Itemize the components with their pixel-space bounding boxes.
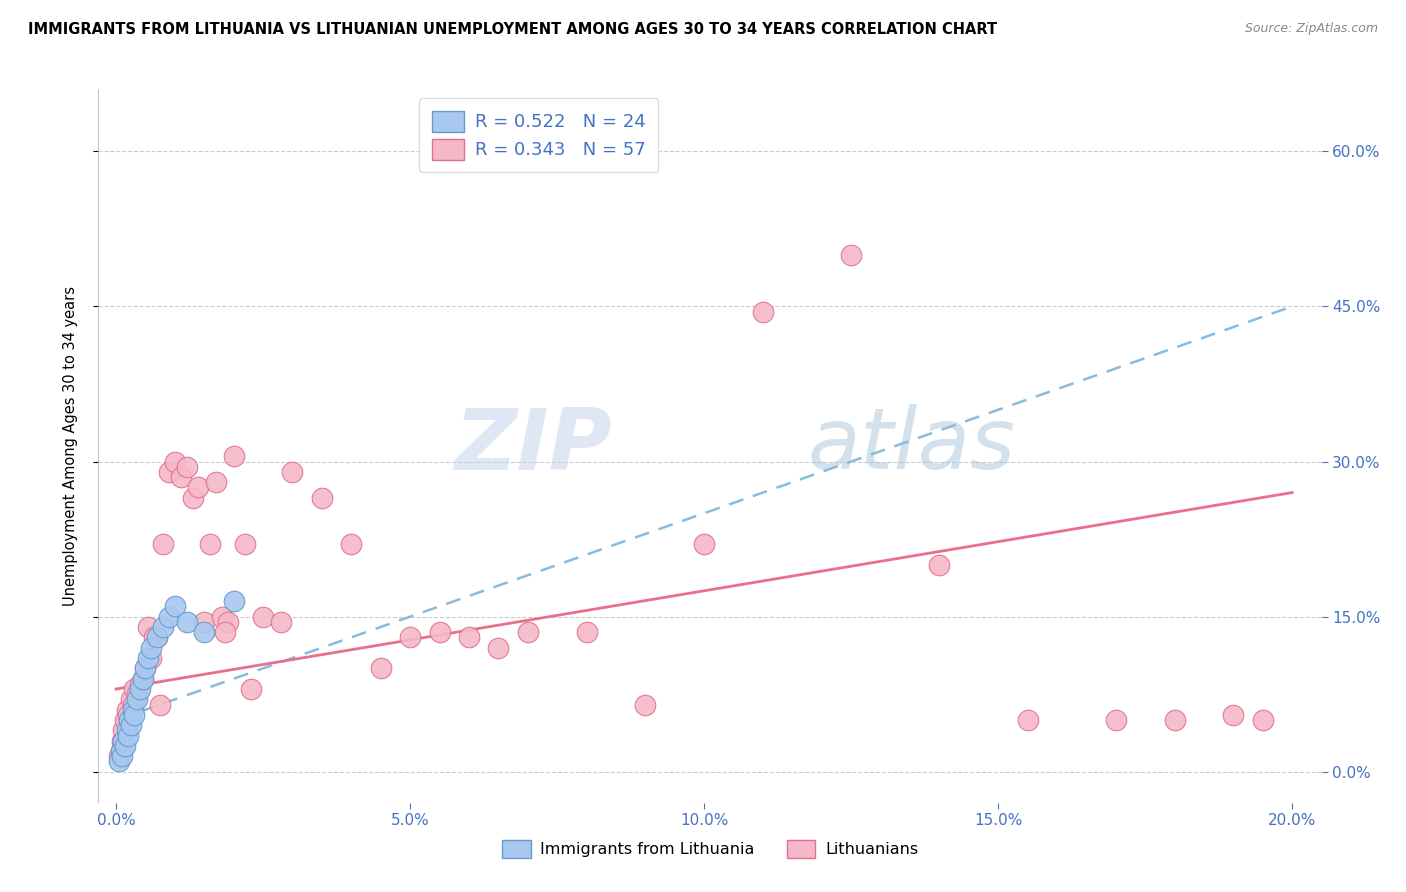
Point xyxy=(1251,713,1274,727)
Point xyxy=(311,491,333,505)
Point xyxy=(516,625,538,640)
Point xyxy=(181,491,204,505)
Point xyxy=(157,609,180,624)
Point xyxy=(1222,707,1244,722)
Point xyxy=(170,470,193,484)
Point xyxy=(399,630,422,644)
Point xyxy=(125,692,148,706)
Point xyxy=(120,718,142,732)
Point xyxy=(281,465,304,479)
Point xyxy=(112,723,135,738)
Point xyxy=(176,459,198,474)
Point xyxy=(115,703,138,717)
Point xyxy=(222,594,245,608)
Point xyxy=(128,681,150,696)
Point xyxy=(143,630,166,644)
Point xyxy=(111,733,134,747)
Point xyxy=(128,677,150,691)
Point xyxy=(193,615,215,629)
Point xyxy=(114,739,136,753)
Point xyxy=(112,733,135,747)
Point xyxy=(634,698,657,712)
Point xyxy=(193,625,215,640)
Point xyxy=(152,620,174,634)
Point xyxy=(141,640,163,655)
Point xyxy=(117,729,139,743)
Point xyxy=(693,537,716,551)
Point xyxy=(146,630,169,644)
Point xyxy=(340,537,363,551)
Point xyxy=(111,749,134,764)
Point xyxy=(134,661,156,675)
Text: ZIP: ZIP xyxy=(454,404,612,488)
Point xyxy=(110,744,132,758)
Point xyxy=(115,723,138,738)
Point xyxy=(214,625,236,640)
Point xyxy=(131,672,153,686)
Point xyxy=(575,625,598,640)
Point xyxy=(211,609,233,624)
Point xyxy=(429,625,451,640)
Point xyxy=(121,703,143,717)
Point xyxy=(205,475,228,490)
Point xyxy=(187,480,209,494)
Point xyxy=(270,615,292,629)
Point xyxy=(108,749,131,764)
Y-axis label: Unemployment Among Ages 30 to 34 years: Unemployment Among Ages 30 to 34 years xyxy=(63,286,77,606)
Point xyxy=(163,454,186,468)
Point xyxy=(152,537,174,551)
Point xyxy=(141,651,163,665)
Point xyxy=(157,465,180,479)
Point xyxy=(131,672,153,686)
Point xyxy=(176,615,198,629)
Point xyxy=(118,713,141,727)
Text: atlas: atlas xyxy=(808,404,1017,488)
Legend: Immigrants from Lithuania, Lithuanians: Immigrants from Lithuania, Lithuanians xyxy=(494,831,927,866)
Text: IMMIGRANTS FROM LITHUANIA VS LITHUANIAN UNEMPLOYMENT AMONG AGES 30 TO 34 YEARS C: IMMIGRANTS FROM LITHUANIA VS LITHUANIAN … xyxy=(28,22,997,37)
Point xyxy=(752,304,775,318)
Point xyxy=(217,615,239,629)
Point xyxy=(114,713,136,727)
Text: Source: ZipAtlas.com: Source: ZipAtlas.com xyxy=(1244,22,1378,36)
Point xyxy=(928,558,950,572)
Point xyxy=(370,661,392,675)
Point xyxy=(252,609,274,624)
Point xyxy=(121,698,143,712)
Point xyxy=(486,640,509,655)
Point xyxy=(138,620,160,634)
Point xyxy=(458,630,481,644)
Point xyxy=(122,681,145,696)
Point xyxy=(117,707,139,722)
Point xyxy=(839,248,862,262)
Point xyxy=(125,687,148,701)
Point xyxy=(138,651,160,665)
Point xyxy=(1105,713,1128,727)
Point xyxy=(134,661,156,675)
Point xyxy=(198,537,221,551)
Point xyxy=(120,692,142,706)
Point xyxy=(1163,713,1185,727)
Point xyxy=(235,537,257,551)
Point xyxy=(240,681,263,696)
Point xyxy=(1017,713,1039,727)
Point xyxy=(108,755,131,769)
Point xyxy=(146,630,169,644)
Point xyxy=(163,599,186,614)
Point xyxy=(122,707,145,722)
Point xyxy=(222,450,245,464)
Point xyxy=(149,698,172,712)
Point xyxy=(110,744,132,758)
